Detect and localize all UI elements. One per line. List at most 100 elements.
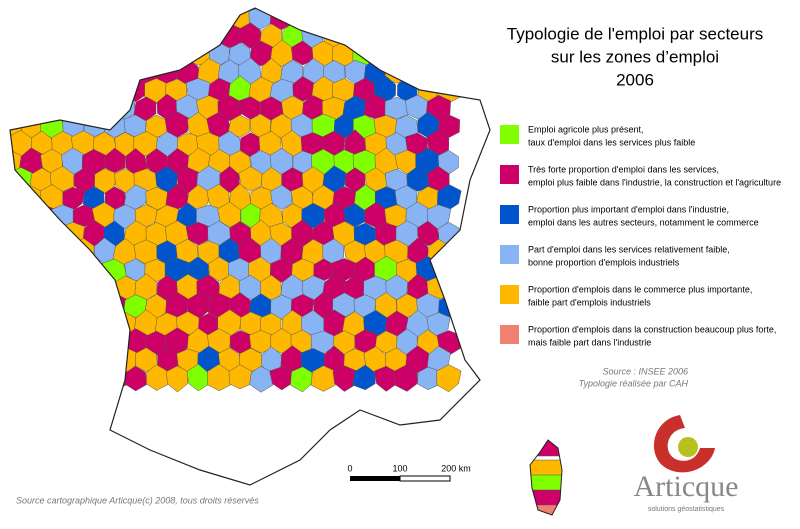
source-text: Source : INSEE 2006 [602,366,688,376]
zone [133,96,157,121]
zone [72,59,96,84]
legend-swatch [500,285,519,304]
zone [19,8,43,33]
zone [10,363,22,390]
zone [384,96,409,120]
zone [10,312,13,338]
zone [61,364,85,390]
zone [92,22,116,49]
zone [50,93,75,121]
zone [71,96,96,121]
zone [530,504,562,515]
zone [10,275,11,302]
zone [39,221,65,249]
zone [426,22,449,48]
zone [291,258,315,282]
scale-segment [350,476,400,481]
legend-text: Proportion plus important d'emploi dans … [528,204,729,214]
zone [10,330,22,354]
zone [10,312,33,338]
zone [82,364,107,390]
logo-shape [653,415,715,473]
zone [10,8,12,12]
zone [40,78,64,102]
zone [417,220,440,246]
zone [218,8,242,14]
zone [18,78,43,102]
legend-text: faible part d'emplois industriels [528,297,651,307]
legend-text: mais faible part dans l'industrie [528,337,651,347]
legend-swatch [500,325,519,344]
zone [196,8,222,13]
zone [300,8,326,14]
zone [10,167,13,193]
zone [332,365,357,392]
zone [81,8,106,32]
source: Source : INSEE 2006 Typologie réalisée p… [579,366,689,388]
zone [405,8,430,13]
zone [10,132,12,158]
zone [427,59,451,85]
zone [228,364,253,390]
scale-bar: 0 100 200 km [347,463,471,482]
zone [50,276,75,302]
zone [92,59,117,86]
legend: Emploi agricole plus présent, taux d'empl… [500,124,781,347]
zone [352,8,376,32]
legend-text: Proportion d'emplois dans le commerce pl… [528,284,752,294]
zone [40,365,65,390]
title: Typologie de l'emploi par secteurs sur l… [507,24,764,89]
zone [123,39,148,67]
zone [258,8,284,13]
zone [10,78,22,103]
zone [73,8,95,14]
zone [112,8,138,12]
zone [279,8,304,12]
zone [112,58,138,86]
zone [343,8,367,12]
zone [40,8,65,33]
zone [73,309,95,337]
zone [62,41,85,66]
zone [10,60,34,85]
zone [92,94,117,120]
zone [135,23,158,49]
zone [185,8,209,31]
zone [436,364,462,393]
zone [29,60,55,86]
zone [40,256,65,283]
zone [30,347,54,372]
legend-text: bonne proportion d'emplois industriels [528,257,680,267]
zone [60,77,85,103]
zone [113,22,138,50]
zone [19,291,44,321]
logo-tagline: solutions géostatistiques [648,506,725,513]
zone [20,366,43,393]
zone [42,327,65,354]
zone [530,440,562,457]
legend-text: Part d'emploi dans les services relative… [528,244,730,254]
zone [92,346,117,375]
zone [176,8,199,15]
zone [438,41,462,68]
zone [61,258,85,285]
zone [20,256,42,285]
legend-text: emploi plus faible dans l'industrie, la … [528,177,781,187]
title-line: sur les zones d’emploi [551,47,719,66]
zone [156,24,180,48]
zone [10,94,12,120]
zone [10,94,33,120]
legend-text: Très forte proportion d'emploi dans les … [528,164,719,174]
zone [30,203,55,229]
zone [406,60,430,87]
zone [50,310,75,338]
zone [10,347,13,375]
zone [134,347,158,372]
zone [10,8,22,31]
zone [10,222,22,246]
zone [342,24,368,49]
legend-text: taux d'emploi dans les services plus fai… [528,137,695,147]
zone [238,22,262,49]
zone [19,330,44,355]
zone [10,202,33,229]
